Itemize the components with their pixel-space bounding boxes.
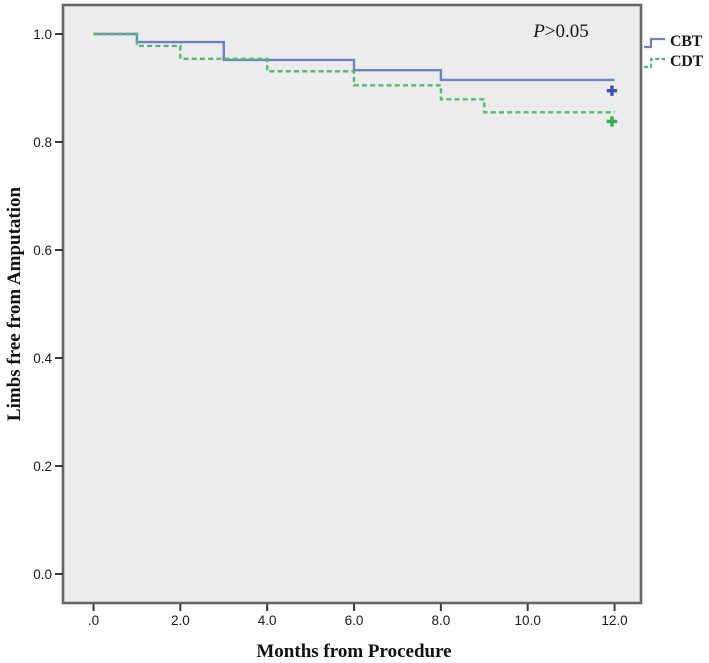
x-axis-title: Months from Procedure bbox=[256, 641, 452, 662]
p-value-text: >0.05 bbox=[544, 21, 589, 42]
legend-label-cdt: CDT bbox=[670, 52, 703, 70]
y-tick-label: 0.2 bbox=[33, 459, 52, 474]
y-tick-label: 0.8 bbox=[33, 135, 52, 150]
p-value-annotation: P>0.05 bbox=[533, 21, 589, 43]
x-tick-label: 8.0 bbox=[431, 613, 450, 628]
cbt-step-line-icon bbox=[644, 37, 665, 48]
x-tick-label: 2.0 bbox=[171, 613, 190, 628]
cdt-survival-curve bbox=[93, 32, 615, 114]
cbt-censor-plus-icon bbox=[606, 85, 618, 96]
legend-item-cbt: CBT bbox=[643, 32, 703, 51]
cdt-censor-plus-icon bbox=[606, 116, 618, 127]
y-tick-label: 0.0 bbox=[33, 567, 52, 582]
y-tick-label: 1.0 bbox=[33, 27, 52, 42]
x-tick-label: 12.0 bbox=[601, 613, 627, 628]
y-axis-title: Limbs free from Amputation bbox=[4, 186, 25, 422]
x-tick-label: 4.0 bbox=[258, 613, 277, 628]
p-value-symbol: P bbox=[533, 21, 545, 42]
cdt-step-line-icon bbox=[644, 57, 665, 68]
plot-area bbox=[61, 3, 643, 605]
cbt-survival-curve bbox=[93, 32, 615, 82]
x-tick-label: .0 bbox=[88, 613, 99, 628]
x-tick-label: 10.0 bbox=[515, 613, 541, 628]
y-tick-label: 0.6 bbox=[33, 243, 52, 258]
legend-item-cdt: CDT bbox=[643, 52, 703, 71]
legend-label-cbt: CBT bbox=[670, 32, 702, 50]
x-tick-label: 6.0 bbox=[345, 613, 364, 628]
legend: CBT CDT bbox=[643, 32, 703, 71]
y-tick-label: 0.4 bbox=[33, 351, 52, 366]
